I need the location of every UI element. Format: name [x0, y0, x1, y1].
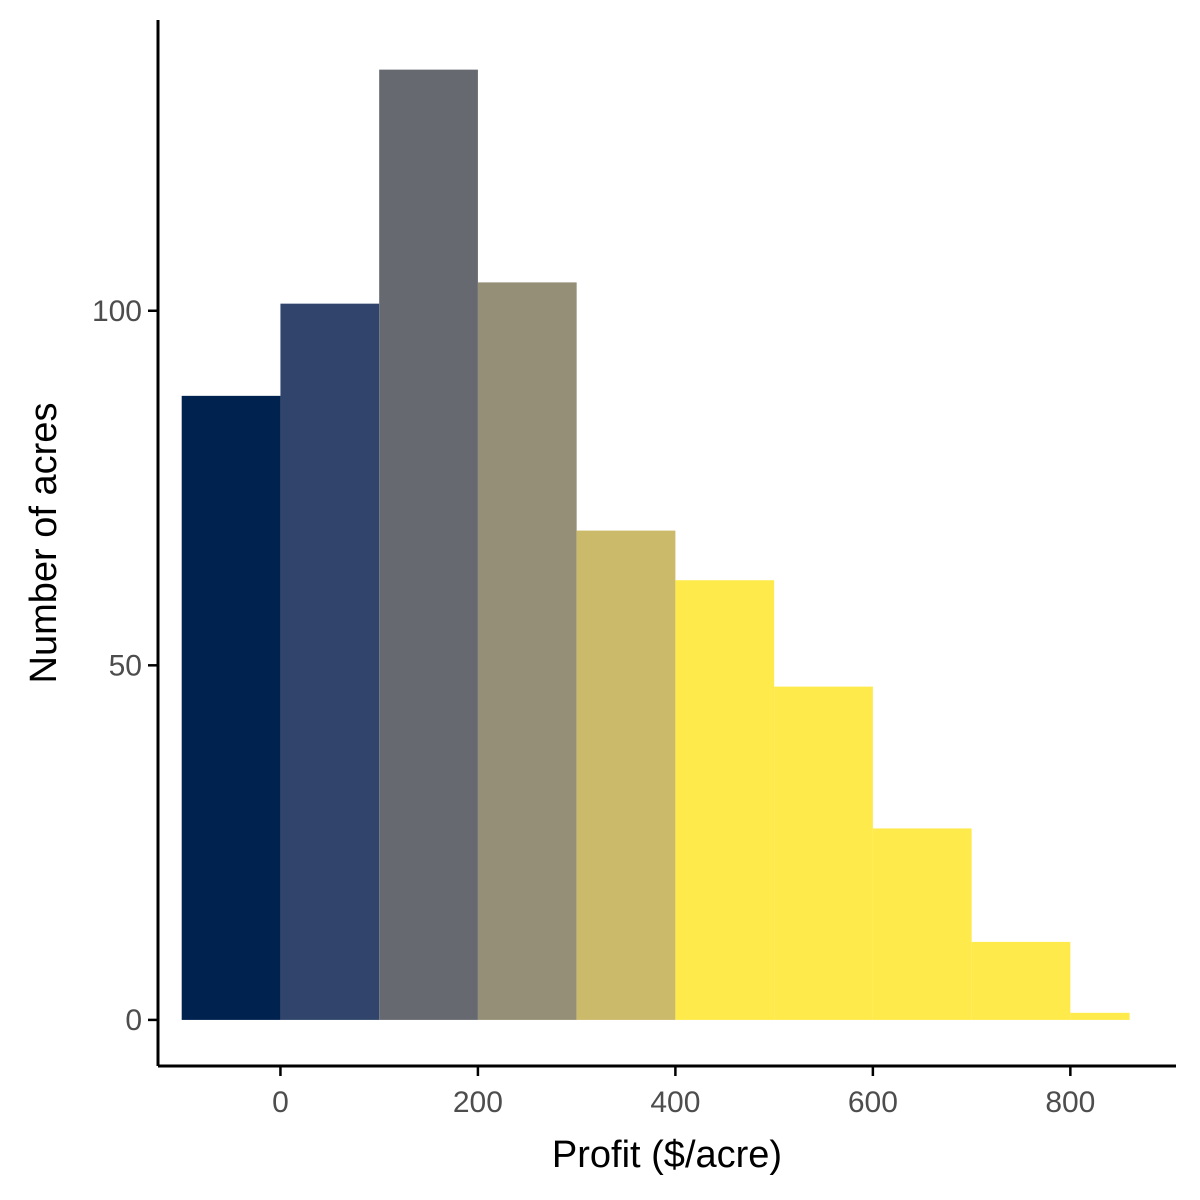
bars-layer — [181, 69, 1130, 1020]
histogram-bar-7 — [872, 828, 972, 1020]
y-tick-label: 100 — [92, 295, 142, 328]
histogram-bar-1 — [280, 303, 380, 1020]
histogram-bar-3 — [477, 282, 577, 1020]
histogram-bar-0 — [181, 395, 281, 1020]
x-tick-label: 200 — [453, 1086, 503, 1119]
histogram-bar-6 — [774, 686, 873, 1020]
x-tick-label: 400 — [650, 1086, 700, 1119]
y-tick-label: 0 — [125, 1004, 142, 1037]
y-axis-title: Number of acres — [23, 403, 65, 684]
histogram-bar-9 — [1070, 1012, 1130, 1020]
x-tick-label: 600 — [848, 1086, 898, 1119]
x-tick-label: 0 — [272, 1086, 289, 1119]
axes-layer — [156, 20, 1176, 1068]
x-axis-title: Profit ($/acre) — [552, 1134, 782, 1176]
histogram-bar-4 — [576, 530, 676, 1020]
y-tick-label: 50 — [109, 649, 142, 682]
histogram-bar-8 — [971, 941, 1071, 1020]
histogram-bar-5 — [675, 580, 775, 1020]
histogram-bar-2 — [379, 69, 478, 1020]
x-tick-label: 800 — [1045, 1086, 1095, 1119]
ticks-layer: 0 200 400 600 800 0 50 100 — [92, 295, 1095, 1119]
